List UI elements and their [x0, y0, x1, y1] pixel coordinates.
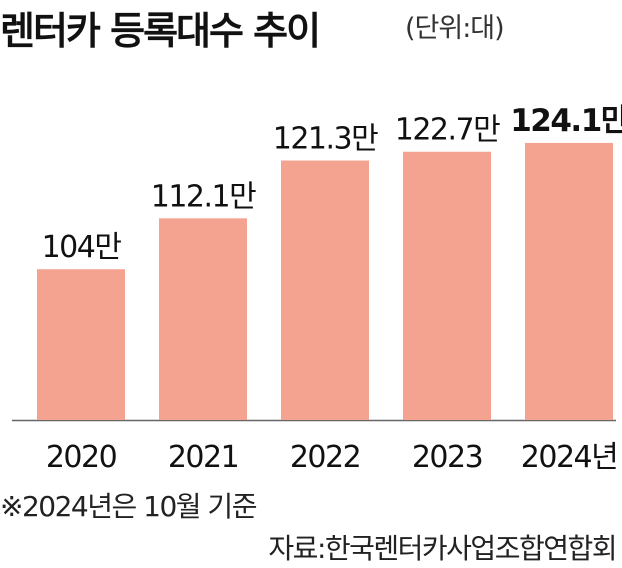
unit-label: (단위:대) — [405, 13, 505, 44]
bar-4 — [525, 142, 613, 420]
value-label-3: 122.7만 — [395, 113, 500, 148]
value-label-0: 104만 — [42, 230, 122, 265]
value-label-2: 121.3만 — [273, 122, 378, 157]
x-tick-label-1: 2021 — [168, 440, 238, 475]
x-tick-label-2: 2022 — [290, 440, 360, 475]
bar-1 — [159, 218, 247, 420]
value-label-1: 112.1만 — [151, 179, 256, 214]
bar-chart: 104만 2020 112.1만 2021 121.3만 2022 122.7만 2023 12… — [12, 103, 622, 475]
bar-0 — [37, 269, 125, 420]
x-tick-label-3: 2023 — [412, 440, 482, 475]
source-note: 자료:한국렌터카사업조합연합회 — [268, 532, 617, 565]
footnote: ※2024년은 10월 기준 — [0, 490, 257, 523]
value-label-4: 124.1만 — [510, 103, 622, 139]
x-tick-label-4: 2024년 — [521, 440, 617, 475]
bar-3 — [403, 151, 491, 420]
bar-2 — [281, 160, 369, 420]
chart-title: 렌터카 등록대수 추이 — [0, 9, 321, 53]
x-tick-label-0: 2020 — [46, 440, 117, 475]
